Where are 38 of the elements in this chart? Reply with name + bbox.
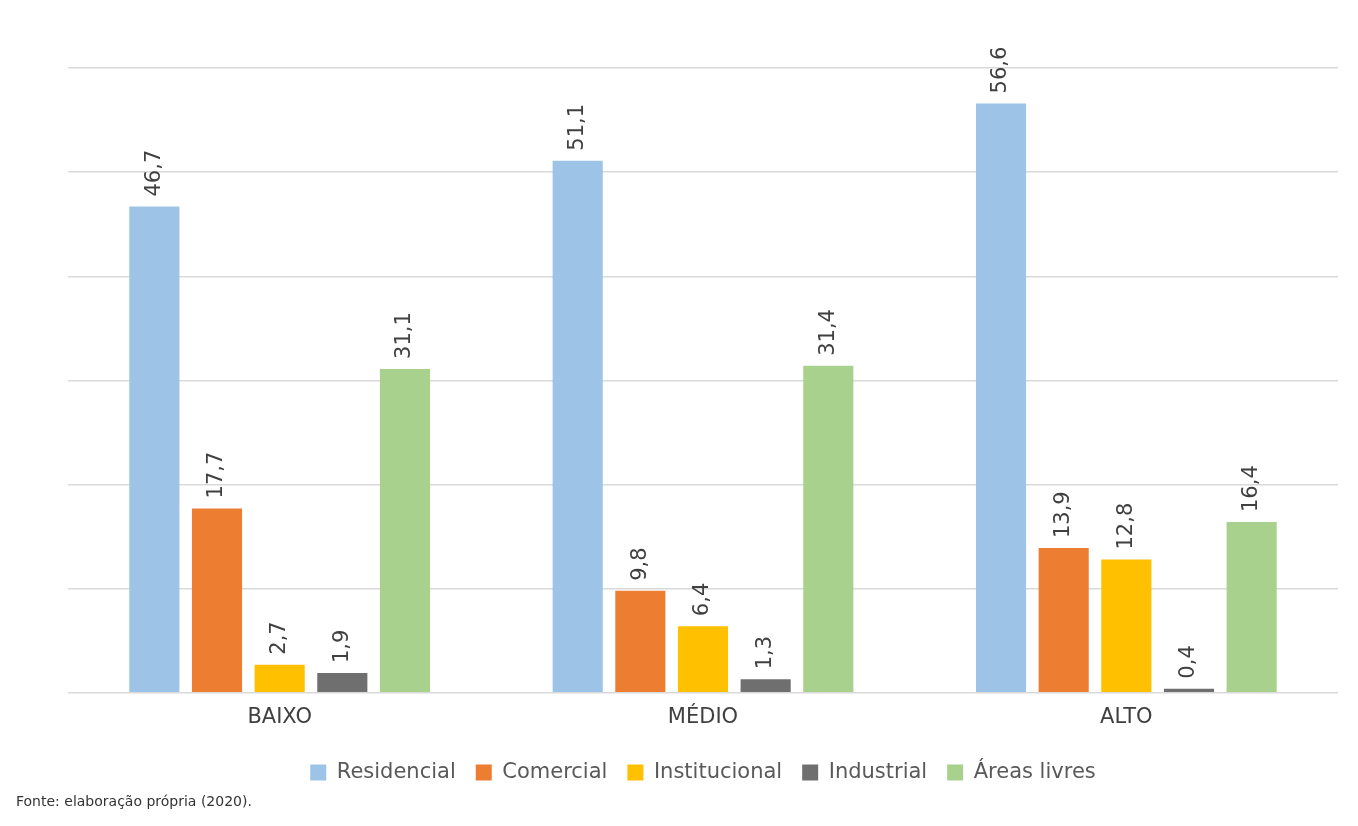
source-note: Fonte: elaboração própria (2020). — [15, 793, 253, 809]
data-label: 51,1 — [564, 103, 589, 151]
bar — [975, 103, 1027, 693]
bar — [1038, 548, 1089, 693]
data-label: 16,4 — [1238, 465, 1263, 513]
data-label: 56,6 — [987, 46, 1012, 94]
x-tick-label: BAIXO — [247, 703, 312, 728]
data-label: 1,9 — [328, 629, 353, 664]
legend-label: Institucional — [653, 758, 783, 783]
bar — [1226, 522, 1277, 693]
x-tick-label: MÉDIO — [667, 702, 739, 728]
data-label: 17,7 — [203, 451, 228, 499]
data-label: 13,9 — [1050, 491, 1075, 539]
bar — [803, 365, 854, 693]
bar — [615, 590, 666, 693]
data-label: 1,3 — [752, 635, 777, 670]
data-label: 9,8 — [626, 547, 651, 581]
bar — [379, 368, 431, 693]
legend-label: Industrial — [828, 758, 928, 783]
bar — [1101, 559, 1152, 693]
data-label: 31,1 — [391, 312, 416, 359]
x-tick-label: ALTO — [1100, 703, 1153, 728]
data-label: 2,7 — [266, 621, 291, 655]
data-label: 0,4 — [1175, 645, 1200, 679]
legend-label: Residencial — [336, 758, 456, 783]
bar — [191, 508, 243, 693]
data-label: 46,7 — [140, 149, 165, 197]
bar — [254, 664, 305, 693]
bar — [740, 679, 791, 693]
bar — [129, 206, 180, 693]
legend-label: Áreas livres — [973, 757, 1096, 783]
data-label: 6,4 — [689, 582, 714, 617]
data-label: 12,8 — [1112, 502, 1137, 550]
data-label: 31,4 — [814, 309, 839, 356]
bar — [317, 673, 368, 693]
bar — [552, 160, 603, 693]
bar — [677, 626, 729, 693]
legend-label: Comercial — [502, 758, 608, 783]
